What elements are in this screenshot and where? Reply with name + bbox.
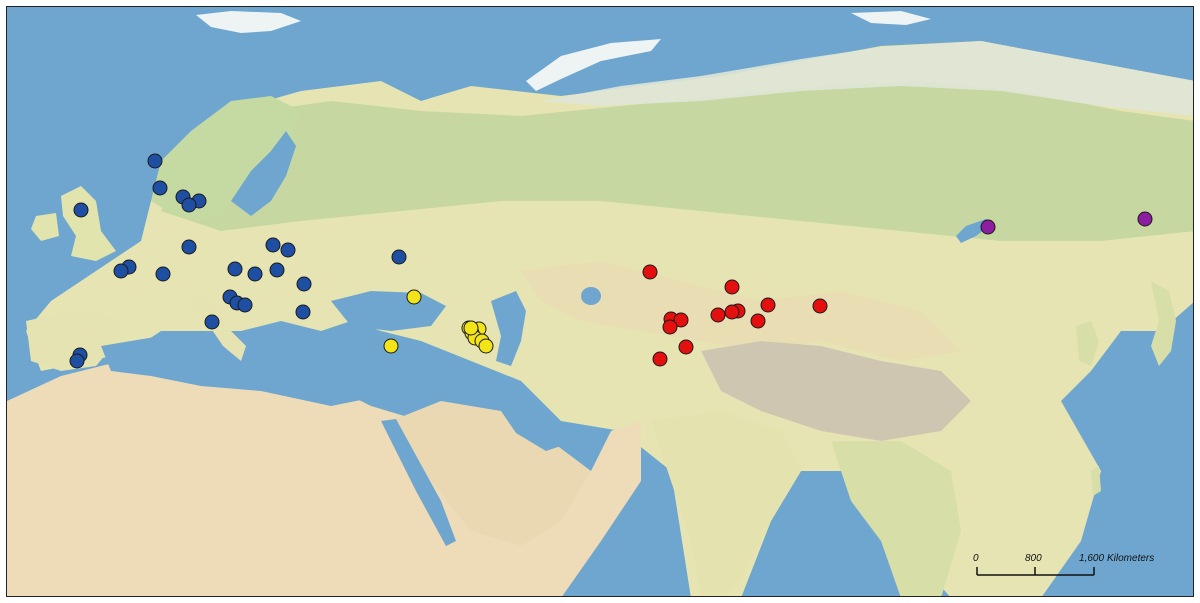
map-marker-red bbox=[662, 319, 678, 335]
map-marker-yellow bbox=[463, 320, 479, 336]
map-marker-blue bbox=[280, 242, 296, 258]
map-marker-red bbox=[724, 304, 740, 320]
marker-layer bbox=[69, 153, 1153, 369]
baltic-sea bbox=[231, 131, 296, 216]
map-marker-yellow bbox=[478, 338, 494, 354]
map-marker-blue bbox=[204, 314, 220, 330]
map-marker-red bbox=[760, 297, 776, 313]
japan bbox=[1151, 281, 1176, 366]
scale-bar bbox=[976, 567, 1095, 576]
map-marker-blue bbox=[113, 263, 129, 279]
map-marker-blue bbox=[155, 266, 171, 282]
map-marker-yellow bbox=[383, 338, 399, 354]
map-marker-blue bbox=[69, 353, 85, 369]
novaya-zemlya bbox=[526, 39, 661, 91]
great-britain bbox=[61, 186, 116, 261]
map-marker-blue bbox=[265, 237, 281, 253]
map-marker-red bbox=[710, 307, 726, 323]
map-marker-blue bbox=[181, 197, 197, 213]
map-marker-red bbox=[812, 298, 828, 314]
map-marker-blue bbox=[269, 262, 285, 278]
scale-unit-label: Kilometers bbox=[1107, 553, 1155, 564]
map-marker-yellow bbox=[406, 289, 422, 305]
map-canvas bbox=[7, 7, 1193, 596]
map-marker-blue bbox=[247, 266, 263, 282]
italy bbox=[191, 291, 246, 361]
taiwan bbox=[1091, 466, 1101, 496]
ireland bbox=[31, 213, 59, 241]
southeast-asia-landmass bbox=[831, 441, 961, 596]
scale-tick-label-1600: 1,600 bbox=[1079, 553, 1105, 564]
map-marker-red bbox=[750, 313, 766, 329]
forest-band bbox=[161, 81, 1193, 241]
map-marker-red bbox=[673, 312, 689, 328]
india-landmass bbox=[651, 411, 801, 596]
map-marker-blue bbox=[152, 180, 168, 196]
map-marker-blue bbox=[237, 297, 253, 313]
korea bbox=[1076, 321, 1099, 366]
mediterranean-sea bbox=[101, 336, 381, 406]
map-marker-red bbox=[678, 339, 694, 355]
map-marker-blue bbox=[73, 202, 89, 218]
iberia bbox=[26, 311, 121, 371]
map-marker-red bbox=[652, 351, 668, 367]
map-marker-purple bbox=[980, 219, 996, 235]
map-marker-blue bbox=[181, 239, 197, 255]
map-marker-blue bbox=[391, 249, 407, 265]
tundra-band bbox=[541, 41, 1193, 116]
scale-tick-label-0: 0 bbox=[973, 553, 979, 564]
map-marker-blue bbox=[295, 304, 311, 320]
scale-tick-label-800: 800 bbox=[1025, 553, 1042, 564]
map-frame: 0 800 1,600 Kilometers bbox=[6, 6, 1194, 597]
africa-landmass bbox=[7, 361, 641, 596]
map-marker-blue bbox=[296, 276, 312, 292]
severnaya-zemlya bbox=[851, 11, 931, 25]
red-sea bbox=[381, 419, 456, 546]
map-marker-blue bbox=[147, 153, 163, 169]
map-marker-purple bbox=[1137, 211, 1153, 227]
scandinavia bbox=[151, 96, 301, 221]
persian-gulf bbox=[501, 411, 561, 451]
caspian-sea bbox=[491, 291, 526, 366]
map-marker-red bbox=[724, 279, 740, 295]
aral-sea bbox=[581, 287, 601, 305]
himalaya-mountains bbox=[701, 341, 971, 441]
map-marker-red bbox=[642, 264, 658, 280]
map-marker-blue bbox=[227, 261, 243, 277]
svalbard bbox=[196, 11, 301, 33]
